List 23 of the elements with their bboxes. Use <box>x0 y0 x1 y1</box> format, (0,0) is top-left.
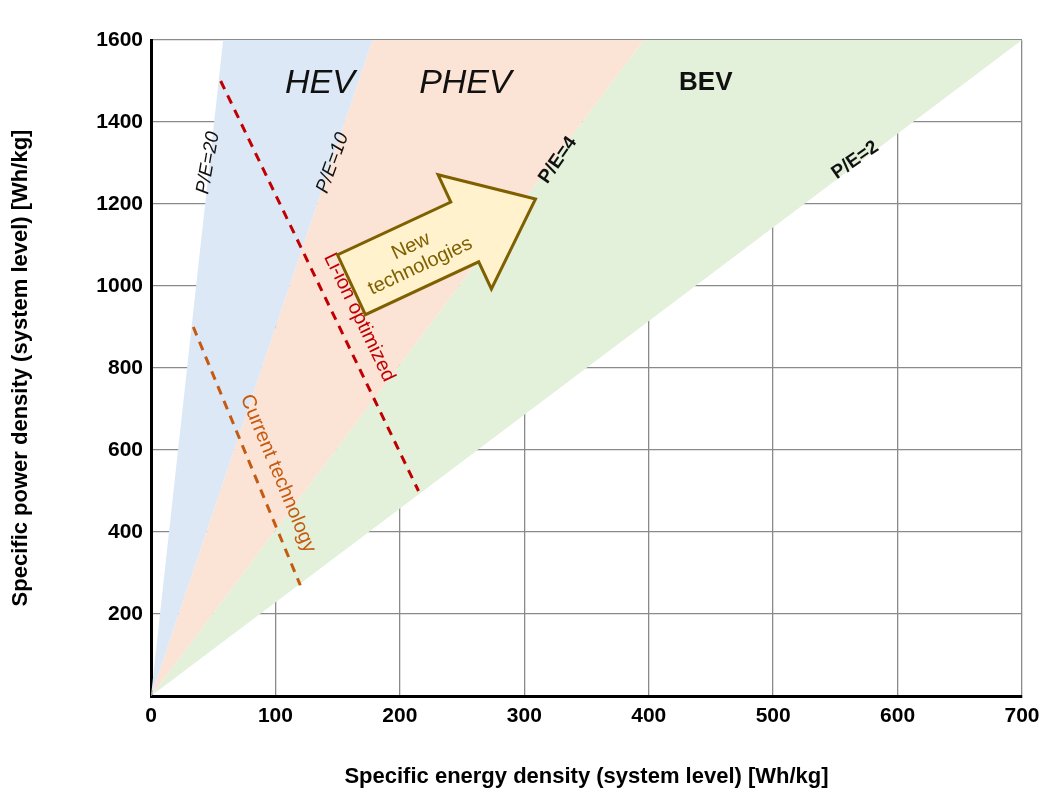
annotation: P/E=10 <box>310 129 353 196</box>
y-tick-label: 1200 <box>96 190 143 214</box>
y-tick-label: 1400 <box>96 108 143 132</box>
x-tick-label: 600 <box>880 703 916 727</box>
x-tick-label: 500 <box>755 703 791 727</box>
x-axis-title: Specific energy density (system level) [Wh/kg] <box>344 762 829 788</box>
x-tick-label: 100 <box>257 703 293 727</box>
annotation: HEV <box>285 61 359 100</box>
y-axis-title: Specific power density (system level) [Wh/kg] <box>7 129 33 607</box>
y-tick-label: 400 <box>107 518 143 542</box>
annotation: BEV <box>679 66 734 97</box>
y-tick-label: 800 <box>107 354 143 378</box>
x-tick-label: 200 <box>382 703 418 727</box>
annotation: P/E=20 <box>191 129 223 196</box>
x-tick-label: 400 <box>631 703 667 727</box>
y-tick-label: 1600 <box>96 26 143 50</box>
y-tick-label: 200 <box>107 600 143 624</box>
x-tick-label: 0 <box>145 703 157 727</box>
x-tick-label: 700 <box>1004 703 1040 727</box>
y-tick-label: 600 <box>107 436 143 460</box>
annotation: PHEV <box>419 61 516 100</box>
x-tick-label: 300 <box>506 703 542 727</box>
y-tick-label: 1000 <box>96 272 143 296</box>
